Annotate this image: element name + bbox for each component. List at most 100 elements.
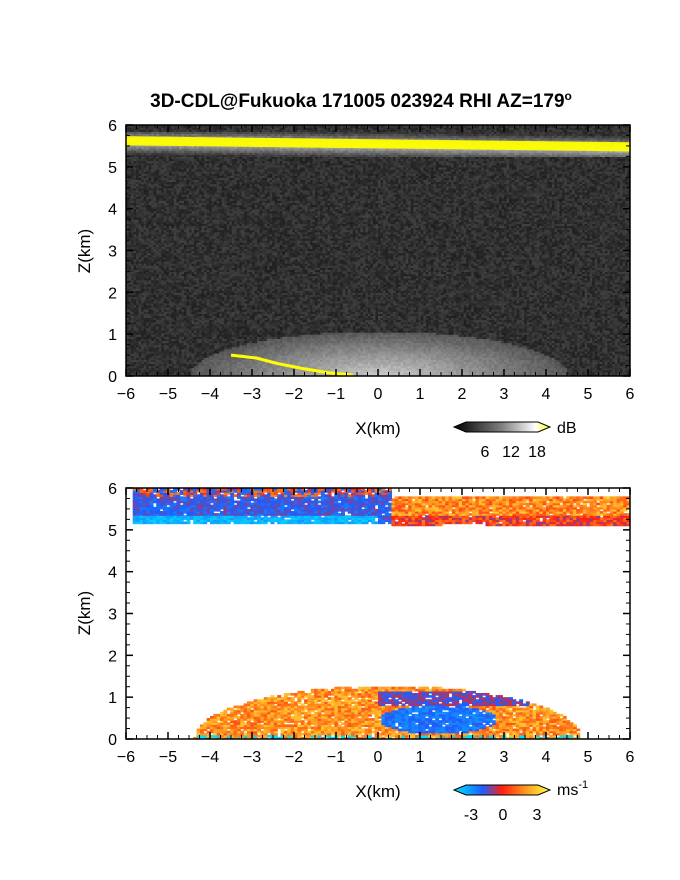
reflectivity-cell: [405, 344, 409, 348]
reflectivity-cell: [161, 346, 165, 350]
reflectivity-cell: [441, 361, 445, 365]
reflectivity-cell: [624, 365, 629, 369]
reflectivity-cell: [136, 340, 140, 344]
reflectivity-cell: [183, 373, 188, 376]
reflectivity-cell: [415, 371, 419, 375]
reflectivity-cell: [446, 342, 450, 346]
reflectivity-cell: [294, 340, 298, 344]
reflectivity-cell: [572, 367, 576, 371]
reflectivity-cell: [158, 348, 162, 352]
reflectivity-cell: [491, 373, 495, 376]
reflectivity-cell: [534, 350, 538, 354]
reflectivity-cell: [441, 340, 445, 344]
reflectivity-cell: [347, 340, 351, 344]
reflectivity-cell: [466, 365, 470, 369]
reflectivity-cell: [438, 367, 442, 371]
reflectivity-cell: [453, 344, 457, 348]
reflectivity-cell: [355, 342, 359, 346]
reflectivity-cell: [592, 348, 596, 352]
reflectivity-cell: [252, 348, 256, 352]
reflectivity-cell: [383, 355, 387, 358]
reflectivity-cell: [322, 340, 326, 344]
reflectivity-cell: [504, 355, 508, 358]
reflectivity-cell: [322, 359, 326, 362]
reflectivity-cell: [274, 357, 278, 360]
reflectivity-cell: [191, 344, 195, 348]
reflectivity-cell: [340, 355, 344, 358]
reflectivity-cell: [322, 352, 326, 356]
reflectivity-cell: [131, 365, 135, 369]
reflectivity-cell: [297, 352, 301, 356]
reflectivity-cell: [340, 346, 344, 350]
reflectivity-cell: [201, 350, 205, 354]
reflectivity-cell: [231, 359, 235, 362]
reflectivity-cell: [577, 373, 581, 376]
reflectivity-cell: [239, 371, 243, 375]
reflectivity-cell: [372, 363, 377, 367]
reflectivity-cell: [395, 365, 399, 369]
reflectivity-cell: [521, 342, 525, 346]
reflectivity-cell: [493, 355, 498, 358]
reflectivity-cell: [241, 369, 246, 373]
reflectivity-cell: [226, 365, 230, 369]
reflectivity-cell: [236, 340, 240, 344]
reflectivity-cell: [627, 342, 630, 346]
reflectivity-cell: [463, 344, 467, 348]
reflectivity-cell: [473, 355, 477, 358]
reflectivity-cell: [622, 365, 626, 369]
reflectivity-cell: [556, 344, 561, 348]
reflectivity-cell: [569, 359, 573, 362]
reflectivity-cell: [347, 355, 351, 358]
reflectivity-cell: [287, 357, 291, 360]
reflectivity-cell: [607, 365, 611, 369]
reflectivity-cell: [128, 369, 132, 373]
reflectivity-cell: [604, 357, 608, 360]
reflectivity-cell: [186, 361, 190, 365]
reflectivity-cell: [415, 346, 419, 350]
reflectivity-cell: [524, 350, 528, 354]
reflectivity-cell: [478, 342, 482, 346]
reflectivity-cell: [594, 365, 598, 369]
reflectivity-cell: [183, 369, 188, 373]
reflectivity-cell: [332, 340, 336, 344]
reflectivity-cell: [410, 373, 414, 376]
reflectivity-cell: [443, 346, 447, 350]
reflectivity-cell: [599, 352, 603, 356]
reflectivity-cell: [365, 369, 369, 373]
reflectivity-cell: [478, 371, 482, 375]
reflectivity-cell: [221, 352, 225, 356]
reflectivity-cell: [226, 352, 230, 356]
reflectivity-cell: [189, 361, 193, 365]
reflectivity-cell: [607, 342, 611, 346]
reflectivity-cell: [156, 355, 160, 358]
reflectivity-cell: [148, 340, 152, 344]
reflectivity-cell: [163, 340, 167, 344]
reflectivity-cell: [531, 365, 535, 369]
reflectivity-cell: [289, 340, 293, 344]
reflectivity-cell: [602, 344, 606, 348]
reflectivity-cell: [151, 361, 155, 365]
reflectivity-cell: [204, 361, 208, 365]
reflectivity-cell: [327, 373, 331, 376]
reflectivity-cell: [274, 363, 278, 367]
reflectivity-cell: [355, 344, 359, 348]
reflectivity-cell: [453, 357, 457, 360]
reflectivity-cell: [337, 369, 341, 373]
reflectivity-cell: [582, 355, 586, 358]
reflectivity-cell: [345, 344, 349, 348]
reflectivity-cell: [609, 342, 613, 346]
reflectivity-cell: [536, 352, 540, 356]
reflectivity-cell: [304, 357, 309, 360]
reflectivity-cell: [461, 359, 465, 362]
reflectivity-cell: [473, 361, 477, 365]
reflectivity-cell: [201, 346, 205, 350]
reflectivity-cell: [352, 363, 356, 367]
reflectivity-cell: [509, 348, 513, 352]
reflectivity-marks: [126, 125, 630, 376]
reflectivity-cell: [347, 361, 351, 365]
reflectivity-cell: [597, 342, 601, 346]
reflectivity-cell: [224, 346, 228, 350]
reflectivity-cell: [617, 355, 621, 358]
reflectivity-cell: [549, 355, 553, 358]
reflectivity-cell: [189, 359, 193, 362]
